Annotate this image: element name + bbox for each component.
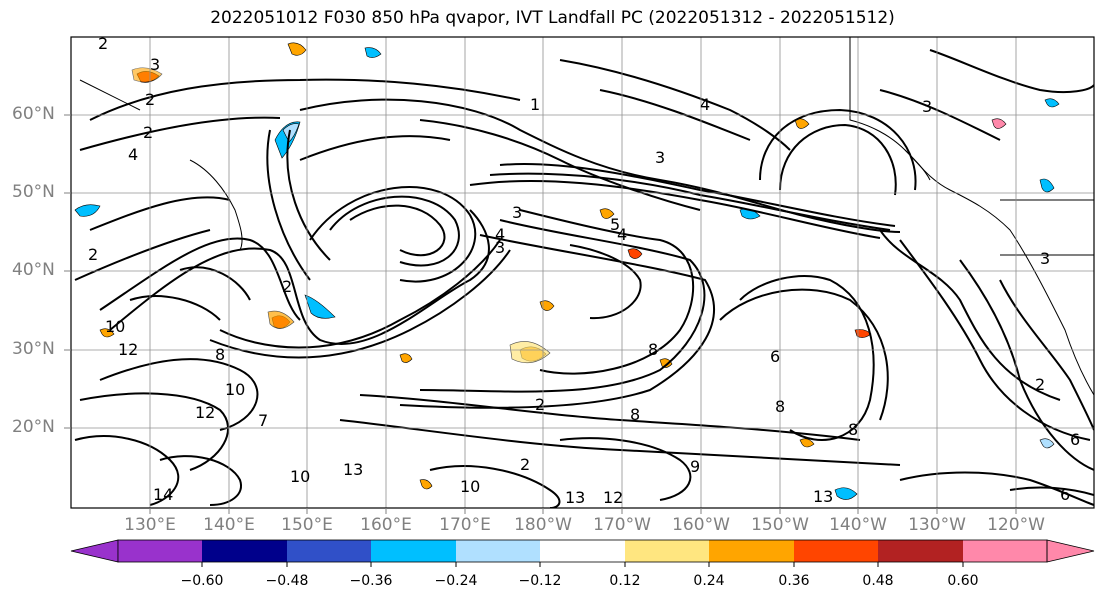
colorbar-tick-label: −0.24 — [434, 573, 478, 589]
latitude-label: 60°N — [12, 104, 55, 124]
contour-label: 6 — [1070, 430, 1080, 449]
longitude-label: 130°E — [124, 515, 176, 535]
map-title: 2022051012 F030 850 hPa qvapor, IVT Land… — [210, 8, 895, 28]
latitude-label: 50°N — [12, 182, 55, 202]
longitude-label: 160°E — [360, 515, 412, 535]
colorbar-tick-label: 0.36 — [778, 573, 810, 589]
contour-label: 5 — [610, 215, 620, 234]
longitude-label: 130°W — [908, 515, 966, 535]
contour-label: 2 — [1035, 375, 1045, 394]
anomaly-shading — [74, 42, 1060, 500]
colorbar-tick-label: −0.48 — [265, 573, 309, 589]
colorbar-tick-label: 0.60 — [947, 573, 979, 589]
contour-label: 10 — [105, 317, 125, 336]
contour-label: 12 — [195, 403, 215, 422]
contour-label: 4 — [128, 145, 138, 164]
contour-label: 9 — [690, 457, 700, 476]
contour-label: 2 — [88, 245, 98, 264]
contour-label: 12 — [118, 340, 138, 359]
longitude-label: 120°W — [987, 515, 1045, 535]
longitude-label: 170°E — [439, 515, 491, 535]
contour-label: 2 — [520, 455, 530, 474]
contour-label: 8 — [630, 405, 640, 424]
longitude-label: 160°W — [672, 515, 730, 535]
contour-label: 3 — [922, 97, 932, 116]
contour-label: 13 — [813, 487, 833, 506]
contour-label: 8 — [848, 420, 858, 439]
colorbar-tick-label: −0.36 — [349, 573, 393, 589]
contour-label: 14 — [153, 485, 173, 504]
contour-label: 3 — [150, 55, 160, 74]
coastlines — [79, 37, 1094, 396]
contour-label: 8 — [215, 345, 225, 364]
contour-label: 1 — [530, 95, 540, 114]
colorbar-tick-label: −0.12 — [518, 573, 562, 589]
longitude-label: 170°W — [593, 515, 651, 535]
contour-label: 2 — [145, 90, 155, 109]
latitude-label: 40°N — [12, 260, 55, 280]
contour-label: 6 — [770, 347, 780, 366]
contour-labels: 2 3 2 2 4 1 3 3 2 3 3 5 4 4 2 2 3 10 12 … — [88, 34, 1080, 507]
contour-label: 13 — [343, 460, 363, 479]
contour-label: 2 — [98, 34, 108, 53]
contour-label: 4 — [617, 225, 627, 244]
colorbar-tick-label: 0.24 — [693, 573, 725, 589]
contour-label: 8 — [648, 340, 658, 359]
contour-label: 2 — [535, 395, 545, 414]
contour-label: 12 — [603, 488, 623, 507]
contour-label: 3 — [1040, 249, 1050, 268]
latitude-label: 30°N — [12, 339, 55, 359]
longitude-label: 150°E — [281, 515, 333, 535]
contour-label: 10 — [290, 467, 310, 486]
contour-label: 10 — [460, 477, 480, 496]
colorbar-tick-label: 0.12 — [609, 573, 641, 589]
longitude-label: 150°W — [751, 515, 809, 535]
contour-label: 3 — [495, 238, 505, 257]
contour-label: 8 — [775, 397, 785, 416]
longitude-label: 180°W — [514, 515, 572, 535]
map-frame — [70, 36, 1095, 509]
contour-label: 3 — [655, 148, 665, 167]
contour-label: 2 — [143, 123, 153, 142]
axis-ticks — [64, 114, 1017, 514]
contour-label: 3 — [512, 203, 522, 222]
contour-label: 2 — [282, 277, 292, 296]
contour-label: 7 — [258, 411, 268, 430]
colorbar-tick-label: −0.60 — [180, 573, 224, 589]
latitude-label: 20°N — [12, 417, 55, 437]
colorbar-tick-label: 0.48 — [862, 573, 894, 589]
contour-label: 13 — [565, 488, 585, 507]
contour-label: 4 — [495, 225, 505, 244]
longitude-label: 140°E — [203, 515, 255, 535]
contour-label: 4 — [700, 95, 710, 114]
longitude-label: 140°W — [829, 515, 887, 535]
graticule — [71, 37, 1094, 508]
contour-label: 6 — [1060, 485, 1070, 504]
contour-label: 10 — [225, 380, 245, 399]
